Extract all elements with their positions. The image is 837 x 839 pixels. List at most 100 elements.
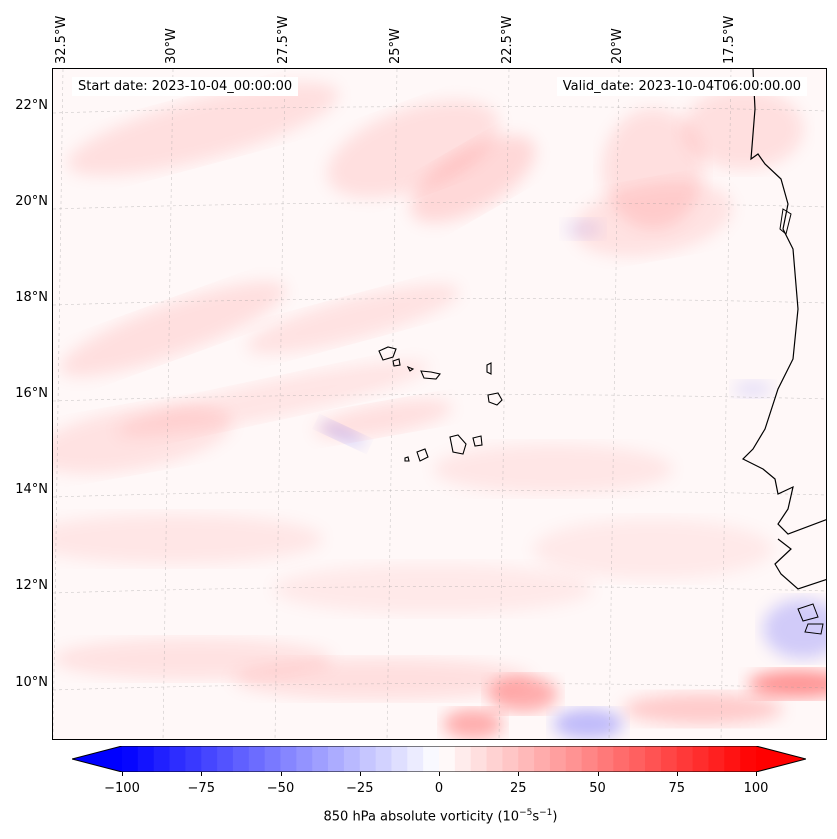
vorticity-patch	[433, 444, 673, 494]
colorbar-step	[122, 746, 139, 772]
latitude-label: 20°N	[15, 194, 48, 209]
colorbar-label-mid: s	[532, 809, 540, 825]
start-date-label: Start date: 2023-10-04_00:00:00	[72, 77, 299, 96]
colorbar-step	[343, 746, 361, 772]
vorticity-patch	[233, 659, 533, 699]
cape-verde-island	[472, 435, 483, 447]
vorticity-patch	[623, 693, 783, 725]
cape-verde-island	[487, 392, 503, 406]
colorbar-step	[518, 746, 535, 772]
vorticity-patch	[603, 109, 703, 229]
parallel-line	[53, 202, 826, 210]
vorticity-patch	[246, 284, 460, 354]
colorbar-step	[581, 746, 598, 772]
colorbar	[72, 746, 806, 772]
longitude-label: 25°W	[388, 28, 403, 64]
colorbar-tick-label: 50	[589, 781, 606, 796]
colorbar-step	[708, 746, 725, 772]
vorticity-patch	[59, 281, 287, 377]
parallel-line	[53, 490, 826, 498]
longitude-label: 17.5°W	[722, 15, 737, 64]
colorbar-step	[153, 746, 171, 772]
meridian-line	[162, 69, 174, 739]
colorbar-step	[613, 746, 630, 772]
cape-verde-island	[378, 346, 397, 361]
cape-verde-island	[420, 370, 441, 380]
colorbar-step	[502, 746, 519, 772]
vorticity-patch	[320, 421, 366, 447]
colorbar-step	[312, 746, 329, 772]
colorbar-label-exp1: −5	[519, 808, 533, 818]
colorbar-tick-mark	[122, 772, 123, 776]
parallel-line	[53, 106, 826, 114]
colorbar-step	[597, 746, 614, 772]
colorbar-step	[534, 746, 551, 772]
colorbar-step	[407, 746, 424, 772]
colorbar-step	[724, 746, 741, 772]
colorbar-tick-label: 0	[434, 781, 444, 796]
colorbar-label-end: )	[552, 809, 558, 825]
vorticity-patch	[553, 709, 623, 739]
colorbar-step	[280, 746, 297, 772]
longitude-label: 27.5°W	[276, 15, 291, 64]
meridian-line	[498, 69, 510, 739]
colorbar-step	[629, 746, 646, 772]
latitude-label: 22°N	[15, 98, 48, 113]
colorbar-label: 850 hPa absolute vorticity (10−5s−1)	[0, 808, 837, 824]
colorbar-step	[692, 746, 709, 772]
vorticity-patch	[488, 676, 558, 712]
colorbar-step	[660, 746, 678, 772]
vorticity-patch	[443, 709, 503, 739]
cape-verde-island	[486, 362, 492, 375]
graticule	[53, 69, 826, 739]
map-panel	[52, 68, 827, 740]
latitude-label: 16°N	[15, 386, 48, 401]
colorbar-step	[137, 746, 155, 772]
cape-verde-island	[416, 448, 429, 462]
longitude-label: 30°W	[164, 28, 179, 64]
colorbar-tick-label: 100	[743, 781, 769, 796]
vorticity-patch	[273, 564, 593, 614]
meridian-line	[386, 69, 398, 739]
coastline	[378, 69, 826, 635]
colorbar-max-extend	[756, 746, 806, 772]
colorbar-step	[391, 746, 408, 772]
colorbar-step	[565, 746, 583, 772]
longitude-label: 22.5°W	[500, 15, 515, 64]
colorbar-step	[232, 746, 250, 772]
colorbar-step	[470, 746, 488, 772]
colorbar-tick-label: −25	[346, 781, 374, 796]
vorticity-patch	[748, 670, 826, 698]
vorticity-patch	[67, 82, 339, 176]
vorticity-patch	[410, 135, 536, 223]
colorbar-label-exp2: −1	[539, 808, 553, 818]
vorticity-patch	[683, 89, 803, 169]
colorbar-tick-mark	[201, 772, 203, 776]
meridian-line	[274, 69, 286, 739]
colorbar-step	[645, 746, 662, 772]
parallel-line	[53, 394, 826, 402]
africa-coastline	[741, 69, 826, 590]
parallel-line	[53, 298, 826, 306]
cape-verde-island	[406, 365, 415, 372]
colorbar-step	[359, 746, 377, 772]
latitude-label: 18°N	[15, 290, 48, 305]
vorticity-patch	[327, 100, 499, 198]
colorbar-tick-mark	[676, 772, 678, 776]
colorbar-tick-mark	[756, 772, 757, 776]
longitude-label: 32.5°W	[54, 15, 69, 64]
bissagos-islands	[797, 603, 824, 635]
colorbar-step	[740, 746, 757, 772]
vorticity-patch	[116, 361, 430, 437]
colorbar-step	[185, 746, 202, 772]
colorbar-step	[217, 746, 234, 772]
cape-verde-island	[392, 358, 401, 367]
colorbar-tick-label: 25	[509, 781, 527, 796]
colorbar-step	[201, 746, 218, 772]
vorticity-map	[53, 69, 826, 739]
colorbar-step	[439, 746, 456, 772]
vorticity-patch	[733, 381, 773, 397]
colorbar-tick-label: −50	[266, 781, 295, 796]
cape-verde-island	[449, 434, 467, 455]
meridian-line	[608, 69, 620, 739]
